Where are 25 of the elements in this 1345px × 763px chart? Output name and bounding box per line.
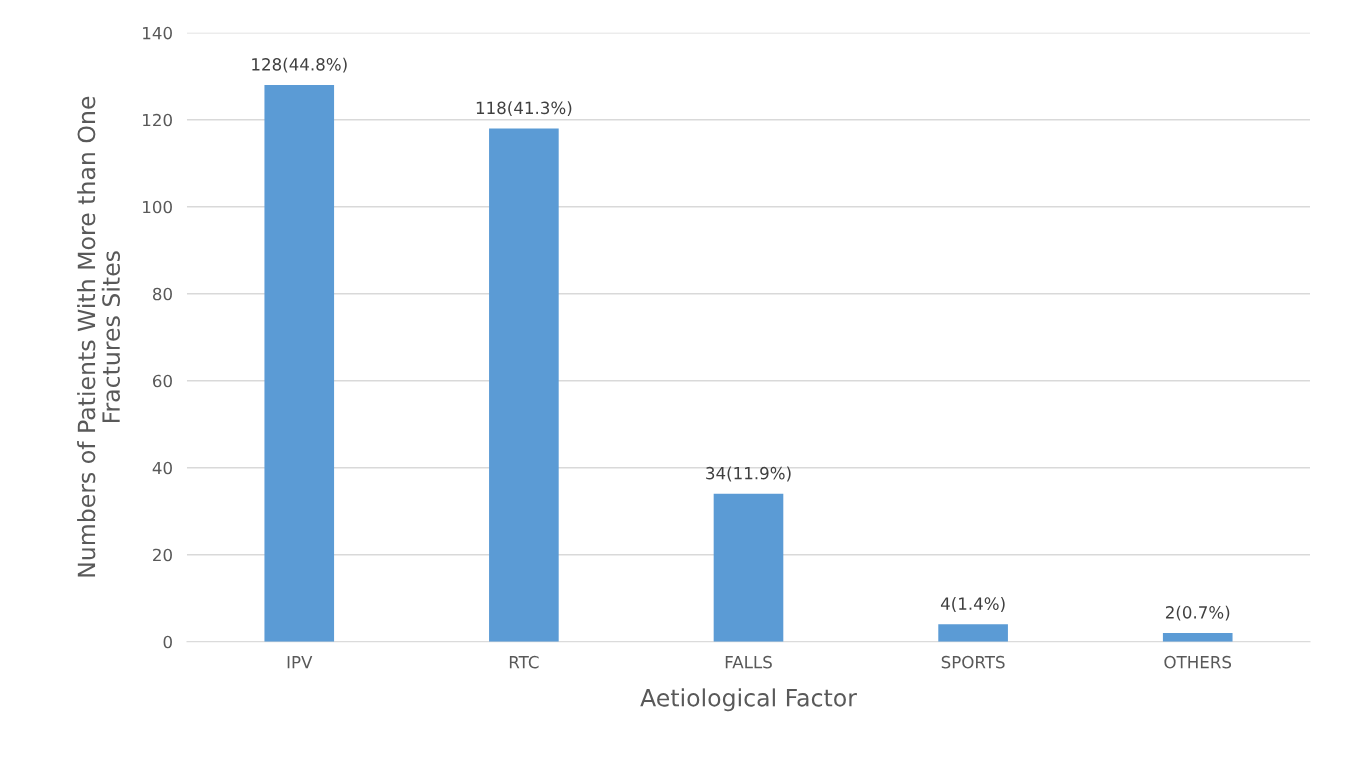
- data-label: 2(0.7%): [1165, 605, 1230, 621]
- y-axis-title: Numbers of Patients With More than One Fractures Sites: [77, 96, 121, 577]
- y-tick-label: 100: [143, 200, 172, 214]
- bar: [264, 85, 335, 642]
- x-tick-label: OTHERS: [1164, 655, 1232, 669]
- y-tick-label: 0: [163, 635, 172, 649]
- y-tick-label: 140: [143, 26, 172, 40]
- data-label: 4(1.4%): [940, 597, 1005, 612]
- x-tick-label: IPV: [287, 656, 313, 669]
- x-tick-label: SPORTS: [941, 655, 1005, 669]
- data-label: 128(44.8%): [252, 57, 347, 73]
- y-tick-label: 60: [153, 374, 172, 388]
- data-label: 34(11.9%): [706, 466, 791, 482]
- x-tick-label: FALLS: [725, 655, 772, 669]
- bar: [489, 128, 559, 642]
- bar: [938, 624, 1008, 642]
- y-tick-label: 20: [153, 548, 172, 562]
- y-tick-label: 120: [143, 113, 172, 127]
- y-tick-label: 40: [152, 461, 172, 475]
- bar: [713, 493, 784, 642]
- x-tick-label: RTC: [509, 655, 539, 669]
- y-tick-label: 80: [152, 287, 172, 301]
- data-label: 118(41.3%): [476, 101, 572, 117]
- bar: [1162, 632, 1233, 642]
- x-axis-title: Aetiological Factor: [640, 688, 857, 712]
